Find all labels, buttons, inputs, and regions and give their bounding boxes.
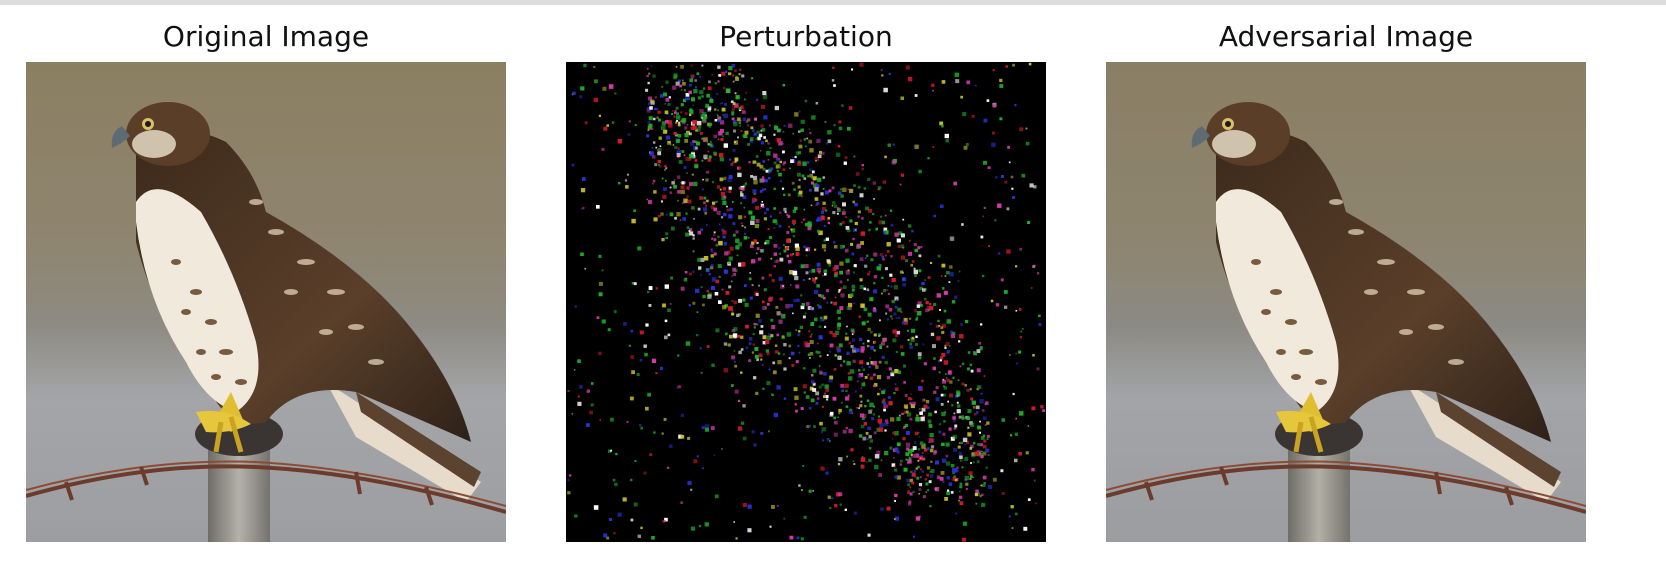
adversarial-image-title: Adversarial Image: [1106, 14, 1586, 60]
perturbation-image: [566, 62, 1046, 542]
perturbation-noise: [567, 63, 1045, 542]
top-divider: [0, 0, 1666, 5]
original-image: [26, 62, 506, 542]
original-image-title: Original Image: [26, 14, 506, 60]
perturbation-title: Perturbation: [566, 14, 1046, 60]
panel-adversarial: Adversarial Image: [1106, 14, 1586, 60]
panel-original: Original Image: [26, 14, 506, 60]
panel-perturbation: Perturbation: [566, 14, 1046, 60]
adversarial-image: [1106, 62, 1586, 542]
